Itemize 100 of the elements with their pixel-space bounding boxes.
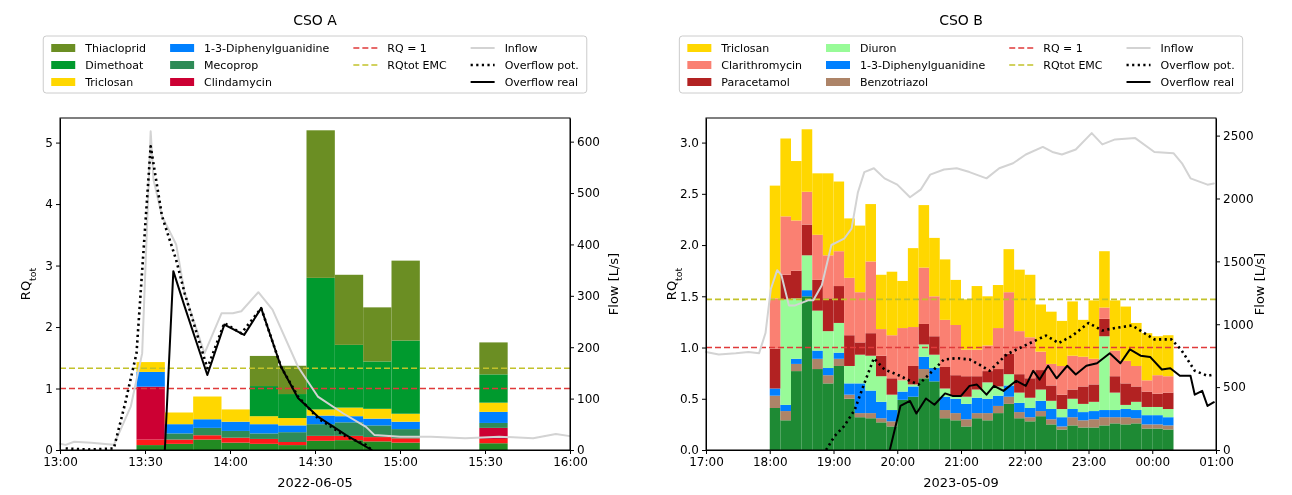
x-tick-label: 19:00 (816, 454, 852, 469)
y-tick-label: 1.0 (679, 340, 699, 355)
bar (136, 371, 165, 387)
y2-tick-label: 1000 (1223, 317, 1254, 332)
legend-label: Inflow (504, 42, 538, 55)
legend-label: Inflow (1160, 42, 1194, 55)
y2-tick-label: 500 (577, 186, 600, 201)
y2-axis-title: Flow [L/s] (606, 252, 621, 316)
line-series (59, 130, 571, 446)
bar (479, 374, 508, 403)
bar (1099, 318, 1110, 337)
bar (1056, 409, 1068, 418)
bar (479, 342, 508, 375)
y2-tick-label: 400 (577, 237, 600, 252)
x-tick-label: 15:00 (383, 454, 418, 469)
y2-tick-label: 1500 (1223, 254, 1254, 269)
legend-label: Dimethoat (85, 59, 144, 72)
legend-label: RQ = 1 (1043, 42, 1083, 55)
legend-label: Clindamycin (204, 76, 272, 89)
legend-label: Paracetamol (721, 76, 790, 89)
y2-tick-label: 100 (577, 391, 600, 406)
y-tick-label: 3.0 (679, 135, 699, 150)
bar (1035, 411, 1046, 417)
legend-label: Triclosan (720, 42, 770, 55)
y2-tick-label: 2000 (1223, 191, 1254, 206)
line-series (705, 132, 1215, 356)
bar (1046, 400, 1057, 410)
bar (876, 355, 887, 377)
bar (822, 368, 834, 376)
y-tick-label: 3 (45, 258, 53, 273)
x-tick-label: 15:30 (468, 454, 503, 469)
y2-tick-label: 500 (1223, 380, 1246, 395)
legend-label: Overflow pot. (504, 59, 579, 72)
legend-label: RQtot EMC (387, 59, 447, 72)
bar (479, 411, 508, 423)
bar (992, 405, 1004, 414)
bar (780, 404, 791, 412)
bar (769, 348, 781, 389)
bar (801, 255, 813, 291)
y-tick-label: 2.0 (679, 238, 699, 253)
y-tick-label: 4 (45, 197, 53, 212)
legend-label: 1-3-Diphenylguanidine (204, 42, 330, 55)
legend-label: Thiacloprid (84, 42, 147, 55)
x-tick-label: 20:00 (880, 454, 916, 469)
legend-label: Diuron (860, 42, 897, 55)
x-tick-label: 22:00 (1007, 454, 1043, 469)
bar (1003, 396, 1015, 404)
bar (791, 358, 802, 364)
x-tick-label: 23:00 (1071, 454, 1107, 469)
bar (1046, 419, 1057, 425)
y2-tick-label: 200 (577, 340, 600, 355)
chart-title: CSO A (293, 12, 338, 28)
y-tick-label: 2.5 (679, 187, 699, 202)
bar (479, 443, 508, 450)
x-tick-label: 13:30 (128, 454, 163, 469)
bar (833, 358, 845, 366)
bar (479, 402, 508, 412)
legend-label: Mecoprop (204, 59, 259, 72)
legend-label: Overflow pot. (1160, 59, 1235, 72)
legend-label: RQtot EMC (1043, 59, 1103, 72)
legend-label: Triclosan (84, 76, 134, 89)
bar (769, 298, 781, 349)
legend-label: 1-3-Diphenylguanidine (860, 59, 986, 72)
x-tick-label: 14:30 (298, 454, 333, 469)
legend-label: Benzotriazol (860, 76, 928, 89)
legend-label: Overflow real (504, 76, 579, 89)
chart-title: CSO B (939, 12, 983, 28)
bar (769, 395, 781, 408)
bar (1099, 307, 1110, 319)
y-tick-label: 1.5 (679, 289, 699, 304)
bar (844, 394, 855, 399)
bar (791, 363, 802, 372)
bar (479, 422, 508, 428)
bar (812, 358, 823, 370)
y-tick-label: 5 (45, 135, 53, 150)
x-tick-label: 18:00 (752, 454, 788, 469)
bar (801, 290, 813, 297)
y2-tick-label: 300 (577, 289, 600, 304)
x-axis-title: 2022-06-05 (277, 475, 353, 490)
bar (907, 365, 919, 385)
bar (780, 411, 791, 421)
bar (801, 224, 813, 256)
y-tick-label: 2 (45, 320, 53, 335)
bar (822, 375, 834, 384)
y-tick-label: 0.5 (679, 392, 699, 407)
y2-tick-label: 2500 (1223, 128, 1254, 143)
x-tick-label: 21:00 (944, 454, 979, 469)
bar (479, 438, 508, 444)
bar (833, 352, 845, 359)
bar (812, 350, 823, 359)
bar (769, 388, 781, 396)
bar (1056, 426, 1068, 430)
legend-label: RQ = 1 (387, 42, 427, 55)
y2-tick-label: 600 (577, 134, 600, 149)
x-axis-title: 2023-05-09 (923, 475, 999, 490)
bar (136, 386, 165, 440)
y-tick-label: 1 (45, 381, 53, 396)
y2-axis-title: Flow [L/s] (1252, 252, 1267, 316)
bar (886, 378, 898, 395)
legend-label: Overflow real (1160, 76, 1234, 89)
